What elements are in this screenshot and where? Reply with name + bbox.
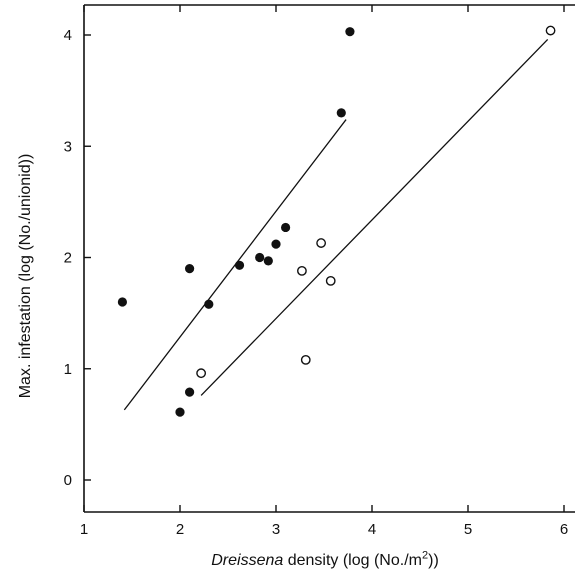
- data-point-filled: [255, 252, 265, 263]
- y-axis-label: Max. infestation (log (No./unionid)): [17, 153, 34, 399]
- data-point-filled: [234, 260, 245, 270]
- data-point-open: [325, 275, 336, 286]
- y-tick-label: 0: [64, 472, 72, 489]
- axis-ticks: 1 2 3 4 5 6 0 1 2 3 4: [64, 5, 568, 538]
- data-point-filled: [175, 407, 185, 417]
- data-point-filled: [281, 222, 291, 233]
- data-point-open: [300, 354, 311, 365]
- x-axis-label: Dreissena density (log (No./m2)): [211, 549, 439, 570]
- x-tick-label: 2: [176, 521, 184, 538]
- x-tick-label: 1: [80, 521, 88, 538]
- y-tick-label: 4: [64, 27, 72, 44]
- data-point-filled: [117, 297, 127, 307]
- data-point-filled: [263, 256, 273, 266]
- plot-area: [83, 4, 575, 513]
- fit-line-open: [200, 38, 549, 396]
- data-point-open: [545, 25, 556, 36]
- x-tick-label: 3: [272, 521, 280, 538]
- data-point-open: [196, 368, 207, 379]
- y-tick-label: 2: [64, 250, 72, 267]
- data-point-filled: [204, 299, 214, 309]
- data-point-filled: [185, 264, 195, 274]
- x-axis-label-end: )): [428, 552, 439, 569]
- x-tick-label: 4: [368, 521, 376, 538]
- data-point-filled: [271, 239, 281, 249]
- data-point-filled: [336, 108, 346, 118]
- data-points: [117, 25, 556, 417]
- data-point-filled: [345, 27, 355, 37]
- y-tick-label: 1: [64, 361, 72, 378]
- data-point-open: [297, 265, 307, 276]
- x-axis-label-italic: Dreissena: [211, 552, 284, 569]
- regression-lines: [123, 38, 549, 411]
- x-tick-label: 5: [464, 521, 472, 538]
- x-axis-label-text: density (log (No./m: [283, 552, 422, 569]
- data-point-filled: [185, 387, 195, 397]
- x-tick-label: 6: [560, 521, 568, 538]
- y-tick-label: 3: [64, 138, 72, 155]
- data-point-open: [316, 238, 327, 248]
- x-axis-label-superscript: 2: [421, 549, 429, 562]
